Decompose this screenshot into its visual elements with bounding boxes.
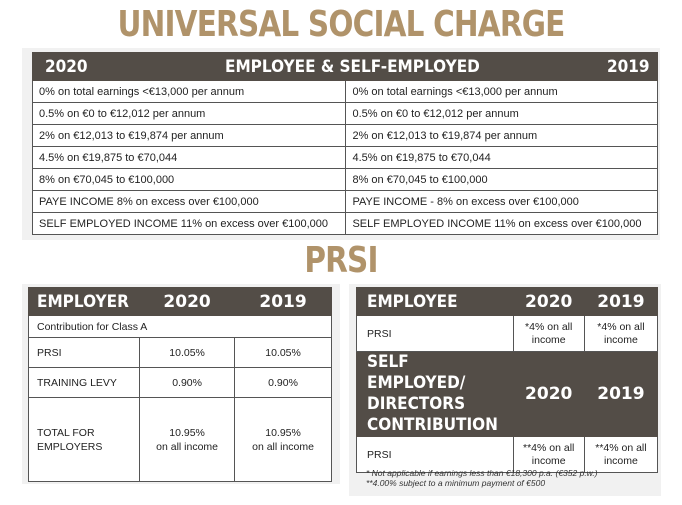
employee-header-2020: 2020 <box>512 287 585 316</box>
usc-row: PAYE INCOME 8% on excess over €100,000 PA… <box>31 190 658 213</box>
employee-table: EMPLOYEE 2020 2019 PRSI *4% on all income… <box>356 287 659 473</box>
usc-row: 0.5% on €0 to €12,012 per annum 0.5% on €… <box>31 102 658 125</box>
footnote-2: **4.00% subject to a minimum payment of … <box>366 478 546 488</box>
employee-prsi-label: PRSI <box>356 315 514 352</box>
usc-cell-2019: 0% on total earnings <€13,000 per annum <box>345 80 658 103</box>
usc-cell-2020: 2% on €12,013 to €19,874 per annum <box>31 124 347 147</box>
employer-row-2019: 0.90% <box>234 367 332 398</box>
employer-row-label: PRSI <box>27 337 141 368</box>
employer-row-2020: 0.90% <box>139 367 236 398</box>
usc-cell-2020: 8% on €70,045 to €100,000 <box>31 168 347 191</box>
usc-header: 2020 EMPLOYEE & SELF-EMPLOYED 2019 <box>32 52 658 81</box>
employer-total-2019: 10.95% on all income <box>234 397 332 482</box>
employer-row-label: TRAINING LEVY <box>27 367 141 398</box>
self-employed-prsi-2020: **4% on all income <box>512 436 585 473</box>
employer-row-2019: 10.05% <box>234 337 332 368</box>
usc-cell-2020: PAYE INCOME 8% on excess over €100,000 <box>31 190 347 213</box>
employer-class-note: Contribution for Class A <box>28 315 332 338</box>
self-employed-header-label: SELF EMPLOYED/ DIRECTORS CONTRIBUTION <box>356 351 514 437</box>
usc-cell-2020: 0.5% on €0 to €12,012 per annum <box>31 102 347 125</box>
footnote-1: * Not applicable if earnings less than €… <box>366 468 598 478</box>
usc-table: 2020 EMPLOYEE & SELF-EMPLOYED 2019 0% on… <box>31 52 658 235</box>
employer-total-row: TOTAL FOR EMPLOYERS 10.95% on all income 1… <box>27 397 332 482</box>
usc-cell-2019: PAYE INCOME - 8% on excess over €100,000 <box>345 190 658 213</box>
employer-header-2020: 2020 <box>139 287 236 316</box>
usc-cell-2019: SELF EMPLOYED INCOME 11% on excess over … <box>345 212 658 235</box>
prsi-title: PRSI <box>304 240 378 281</box>
self-employed-prsi-row: PRSI **4% on all income **4% on all income <box>356 436 659 473</box>
usc-cell-2019: 4.5% on €19,875 to €70,044 <box>345 146 658 169</box>
employer-row-2020: 10.05% <box>139 337 236 368</box>
usc-row: 0% on total earnings <€13,000 per annum 0… <box>31 80 658 103</box>
usc-header-2020: 2020 <box>45 57 88 77</box>
usc-row: 8% on €70,045 to €100,000 8% on €70,045 t… <box>31 168 658 191</box>
employer-header-label: EMPLOYER <box>27 287 141 316</box>
usc-header-center: EMPLOYEE & SELF-EMPLOYED <box>225 57 480 77</box>
self-employed-prsi-label: PRSI <box>356 436 514 473</box>
usc-cell-2020: 4.5% on €19,875 to €70,044 <box>31 146 347 169</box>
usc-row: 4.5% on €19,875 to €70,044 4.5% on €19,87… <box>31 146 658 169</box>
self-employed-header-2019: 2019 <box>583 351 659 437</box>
employee-prsi-row: PRSI *4% on all income *4% on all income <box>356 315 659 352</box>
usc-cell-2019: 0.5% on €0 to €12,012 per annum <box>345 102 658 125</box>
employee-prsi-2019: *4% on all income <box>583 315 659 352</box>
employer-row: TRAINING LEVY 0.90% 0.90% <box>27 367 332 398</box>
employer-total-label: TOTAL FOR EMPLOYERS <box>27 397 141 482</box>
usc-cell-2019: 2% on €12,013 to €19,874 per annum <box>345 124 658 147</box>
employer-row: PRSI 10.05% 10.05% <box>27 337 332 368</box>
self-employed-prsi-2019: **4% on all income <box>583 436 659 473</box>
employee-prsi-2020: *4% on all income <box>512 315 585 352</box>
employee-header-2019: 2019 <box>583 287 659 316</box>
employer-total-2020: 10.95% on all income <box>139 397 236 482</box>
employer-header-2019: 2019 <box>234 287 332 316</box>
usc-cell-2020: SELF EMPLOYED INCOME 11% on excess over … <box>31 212 347 235</box>
usc-row: SELF EMPLOYED INCOME 11% on excess over … <box>31 212 658 235</box>
usc-title: UNIVERSAL SOCIAL CHARGE <box>117 4 565 45</box>
self-employed-header-2020: 2020 <box>512 351 585 437</box>
footnotes: * Not applicable if earnings less than €… <box>366 468 656 488</box>
usc-cell-2019: 8% on €70,045 to €100,000 <box>345 168 658 191</box>
usc-row: 2% on €12,013 to €19,874 per annum 2% on … <box>31 124 658 147</box>
employer-table: EMPLOYER 2020 2019 Contribution for Clas… <box>27 287 332 482</box>
employee-header-label: EMPLOYEE <box>356 287 514 316</box>
usc-cell-2020: 0% on total earnings <€13,000 per annum <box>31 80 347 103</box>
usc-header-2019: 2019 <box>607 57 650 77</box>
